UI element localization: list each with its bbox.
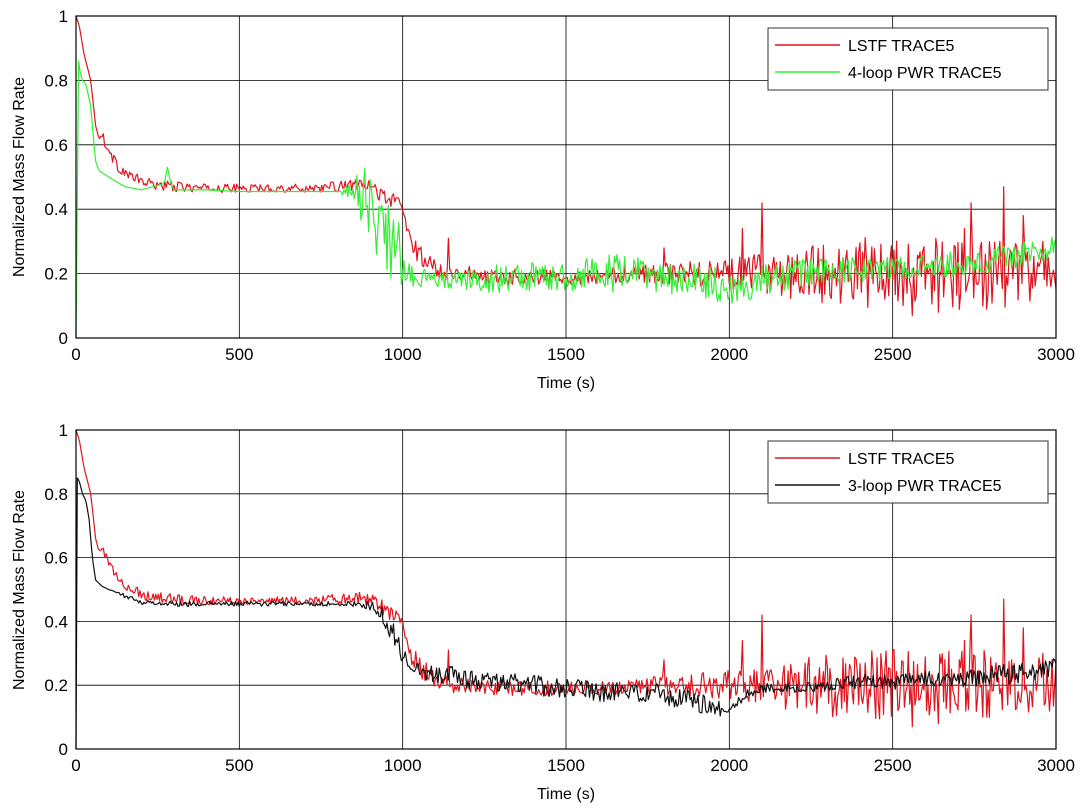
top-y-tick-label: 0: [59, 329, 68, 348]
top-y-tick-label: 0.4: [44, 200, 68, 219]
bottom-series: [75, 429, 1057, 750]
bottom-y-tick-label: 0.4: [44, 612, 68, 631]
top-x-tick-label: 1000: [384, 345, 422, 364]
bottom-legend: LSTF TRACE5 3-loop PWR TRACE5: [767, 440, 1049, 504]
top-x-tick-label: 2000: [710, 345, 748, 364]
bottom-y-tick-label: 0.6: [44, 549, 68, 568]
top-x-tick-label: 500: [225, 345, 253, 364]
top-legend: LSTF TRACE5 4-loop PWR TRACE5: [767, 27, 1049, 91]
bottom-x-tick-label: 1000: [384, 756, 422, 775]
bottom-series-line-2: [75, 477, 1057, 750]
bottom-chart-panel: 0 500 1000 1500 2000 2500 3000 0 0.2 0.4 0.6 0.8 1 T…: [11, 421, 1075, 803]
top-x-axis-label: Time (s): [537, 375, 595, 392]
bottom-x-tick-label: 3000: [1037, 756, 1075, 775]
top-x-tick-label: 0: [71, 345, 80, 364]
bottom-y-axis-label: Normalized Mass Flow Rate: [11, 490, 28, 690]
bottom-x-axis-label: Time (s): [537, 786, 595, 803]
top-x-tick-label: 2500: [874, 345, 912, 364]
bottom-legend-box: [767, 440, 1049, 504]
top-y-tick-label: 0.8: [44, 71, 68, 90]
top-plot-frame: [75, 15, 1057, 339]
bottom-legend-label-lstf: LSTF TRACE5: [848, 451, 955, 468]
top-y-tick-label: 1: [59, 7, 68, 26]
bottom-legend-label-3loop: 3-loop PWR TRACE5: [848, 478, 1002, 495]
top-series: [75, 15, 1057, 339]
top-x-tick-label: 1500: [547, 345, 585, 364]
bottom-plot-frame: [75, 429, 1057, 750]
top-legend-label-4loop: 4-loop PWR TRACE5: [848, 65, 1002, 82]
bottom-x-tick-label: 0: [71, 756, 80, 775]
top-series-line-2: [75, 60, 1057, 339]
top-legend-label-lstf: LSTF TRACE5: [848, 38, 955, 55]
bottom-x-tick-label: 500: [225, 756, 253, 775]
bottom-x-tick-label: 2000: [710, 756, 748, 775]
top-y-tick-label: 0.2: [44, 265, 68, 284]
top-ticks: 0 500 1000 1500 2000 2500 3000 0 0.2 0.4 0.6 0.8 1: [44, 7, 1075, 364]
bottom-x-tick-label: 1500: [547, 756, 585, 775]
top-y-tick-label: 0.6: [44, 136, 68, 155]
bottom-y-tick-label: 0.8: [44, 485, 68, 504]
bottom-y-tick-label: 0.2: [44, 676, 68, 695]
top-x-tick-label: 3000: [1037, 345, 1075, 364]
bottom-y-tick-label: 1: [59, 421, 68, 440]
top-legend-box: [767, 27, 1049, 91]
top-y-axis-label: Normalized Mass Flow Rate: [11, 77, 28, 277]
top-chart-panel: 0 500 1000 1500 2000 2500 3000 0 0.2 0.4 0.6 0.8 1 T…: [11, 7, 1075, 392]
bottom-y-tick-label: 0: [59, 740, 68, 759]
bottom-ticks: 0 500 1000 1500 2000 2500 3000 0 0.2 0.4 0.6 0.8 1: [44, 421, 1075, 775]
bottom-x-tick-label: 2500: [874, 756, 912, 775]
